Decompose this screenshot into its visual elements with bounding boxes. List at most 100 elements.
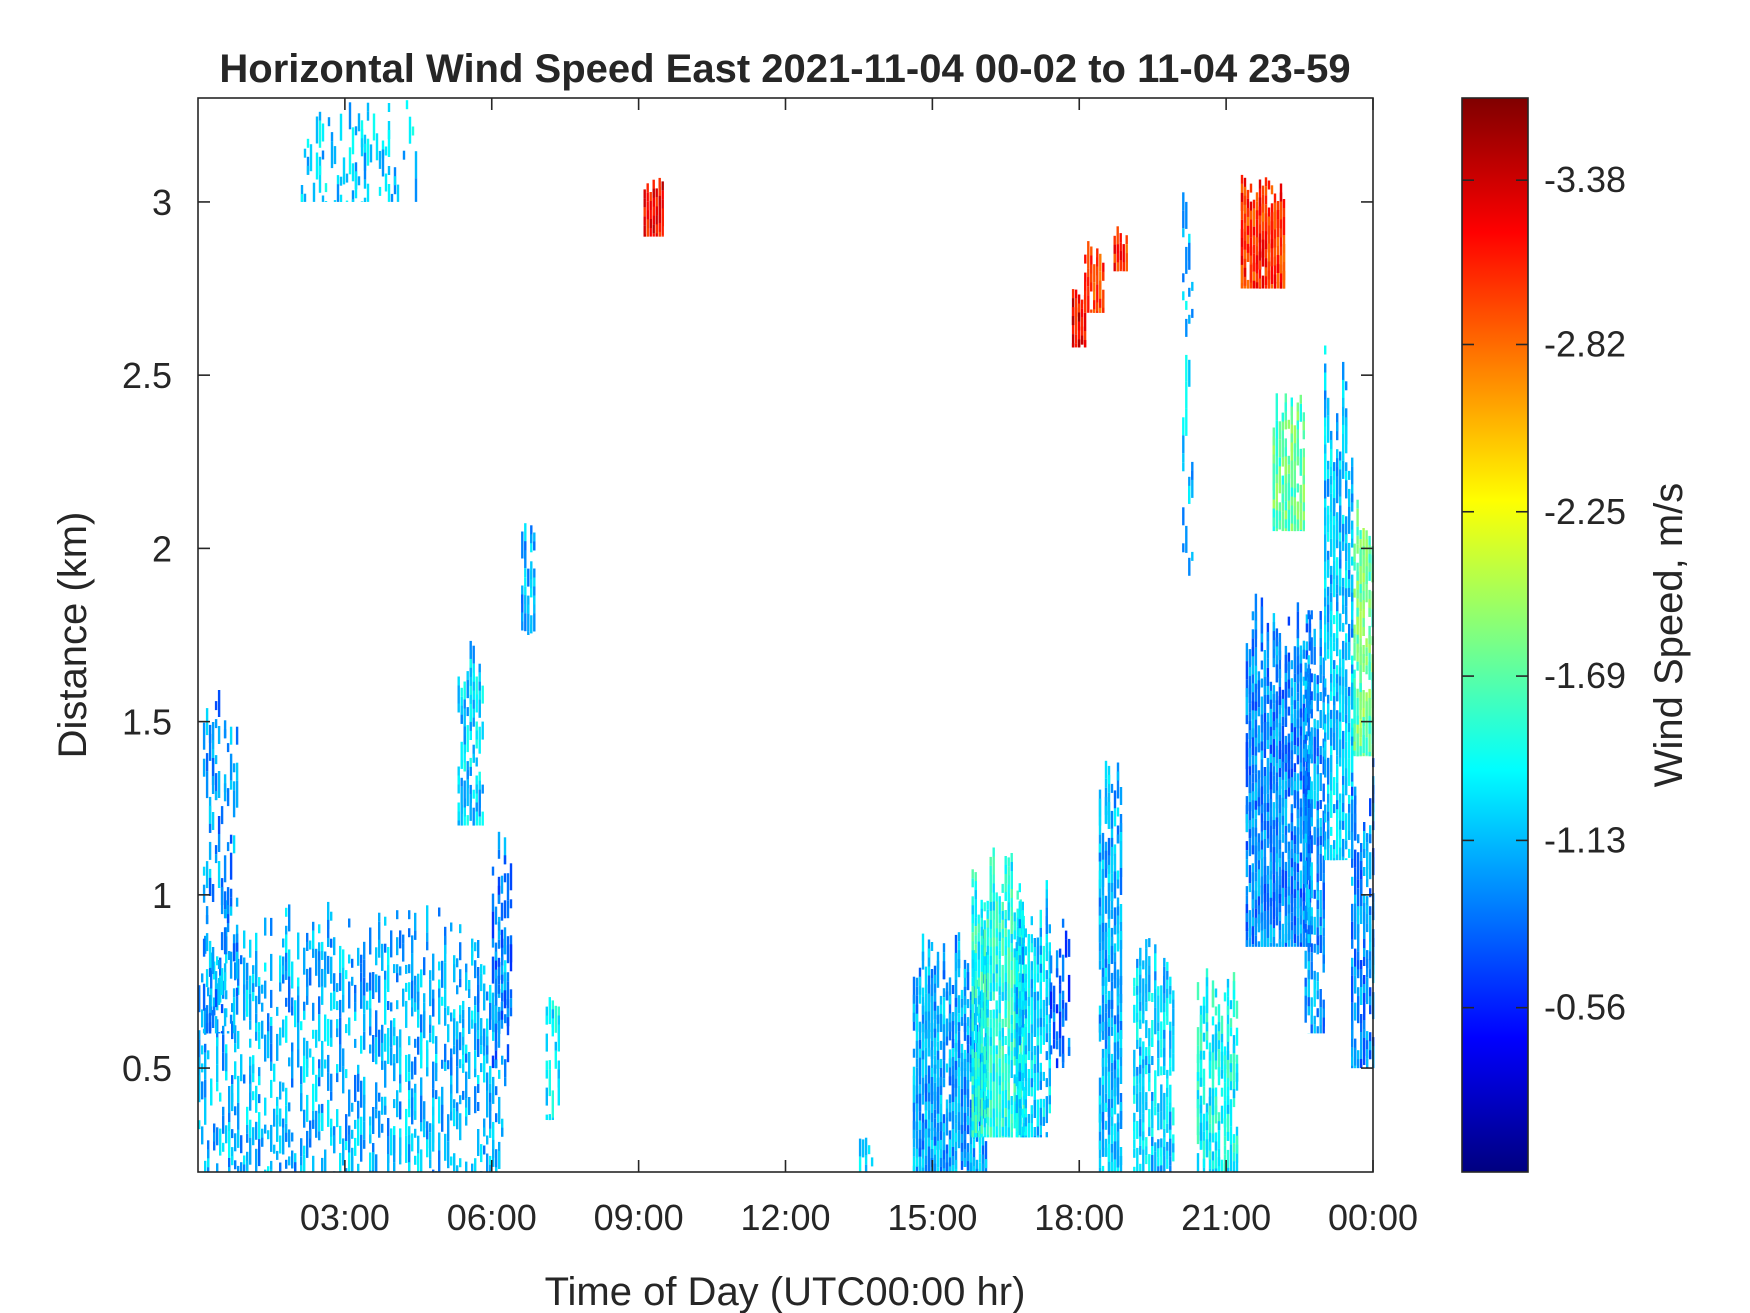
heatmap-cell [1263,893,1267,920]
heatmap-cell [441,1104,444,1132]
heatmap-cell [1055,1031,1059,1041]
heatmap-cell [480,1018,483,1046]
heatmap-cell [1036,1099,1039,1127]
heatmap-cell [1122,262,1125,272]
heatmap-cell [504,1059,507,1078]
heatmap-cell [1296,890,1300,918]
heatmap-cell [1278,520,1281,530]
heatmap-cell [1016,890,1019,900]
heatmap-cell [971,959,974,969]
heatmap-cell [255,1148,258,1172]
heatmap-cell [1299,690,1303,718]
heatmap-cell [220,806,224,825]
heatmap-cell [1015,1032,1018,1060]
heatmap-cell [1071,289,1075,299]
heatmap-cell [1080,308,1084,318]
heatmap-cell [348,954,351,964]
heatmap-cell [393,1135,396,1163]
heatmap-cell [1368,733,1371,757]
heatmap-cell [489,1002,492,1030]
heatmap-cell [1351,1056,1354,1069]
heatmap-cell [303,1010,306,1020]
heatmap-cell [661,235,664,237]
heatmap-cell [1018,901,1021,929]
heatmap-cell [465,1107,468,1117]
heatmap-cell [984,1105,988,1115]
heatmap-cell [1360,1014,1363,1023]
heatmap-cell [264,1169,267,1172]
heatmap-cell [995,1045,998,1055]
heatmap-cell [652,233,655,237]
heatmap-cell [1302,910,1306,920]
heatmap-cell [489,1101,492,1129]
heatmap-cell [1264,177,1268,187]
heatmap-cell [1119,1156,1123,1172]
heatmap-cell [1327,532,1330,542]
heatmap-cell [303,1154,306,1172]
heatmap-cell [1245,841,1249,851]
heatmap-cell [948,1157,952,1172]
heatmap-cell [202,866,206,876]
heatmap-cell [954,1078,958,1088]
heatmap-cell [1278,912,1282,921]
heatmap-cell [489,1155,492,1172]
heatmap-cell [246,1160,249,1172]
y-tick-label: 3 [152,182,172,223]
heatmap-cell [220,968,224,996]
heatmap-cell [995,1117,998,1127]
heatmap-cell [1110,1161,1114,1172]
heatmap-cell [1342,838,1345,857]
heatmap-cell [1160,1111,1163,1130]
heatmap-cell [270,989,273,1008]
heatmap-cell [216,1046,219,1065]
heatmap-region [1245,593,1312,947]
heatmap-cell [960,1061,964,1089]
heatmap-cell [1327,469,1330,479]
heatmap-cell [942,1078,946,1088]
heatmap-cell [423,957,426,976]
heatmap-cell [1071,334,1075,348]
heatmap-cell [1342,361,1345,389]
heatmap-cell [273,1144,276,1154]
heatmap-cell [972,1040,976,1068]
heatmap-cell [1269,843,1273,853]
heatmap-cell [501,1055,504,1065]
heatmap-cell [1154,1106,1157,1116]
heatmap-cell [969,1063,973,1073]
heatmap-cell [1058,1011,1062,1039]
heatmap-cell [1145,1065,1148,1075]
heatmap-cell [1310,754,1313,764]
heatmap-cell [363,1121,366,1140]
heatmap-cell [481,811,484,826]
heatmap-cell [204,1079,207,1098]
heatmap-cell [924,1083,928,1111]
heatmap-cell [1356,742,1359,757]
heatmap-cell [300,1138,303,1157]
heatmap-cell [291,1150,294,1169]
heatmap-cell [921,933,925,961]
heatmap-cell [981,974,985,984]
heatmap-cell [288,1129,291,1148]
heatmap-cell [1042,945,1045,973]
heatmap-cell [1348,623,1351,651]
heatmap-cell [1282,271,1286,289]
heatmap-cell [983,947,986,957]
heatmap-cell [1243,204,1247,214]
heatmap-cell [472,807,475,826]
heatmap-cell [1342,523,1345,542]
heatmap-cell [492,1121,495,1149]
heatmap-cell [983,974,986,1002]
heatmap-cell [1169,1165,1172,1172]
heatmap-cell [408,1054,411,1073]
heatmap-cell [992,1081,995,1091]
heatmap-cell [1330,610,1333,620]
heatmap-cell [1351,876,1354,886]
heatmap-cell [981,1109,985,1119]
heatmap-cell [1255,192,1259,202]
heatmap-cell [1139,1073,1142,1092]
heatmap-cell [1260,822,1264,832]
heatmap-cell [1048,1023,1051,1033]
heatmap-cell [1211,1160,1215,1170]
heatmap-cell [951,985,955,994]
heatmap-cell [1110,855,1114,874]
